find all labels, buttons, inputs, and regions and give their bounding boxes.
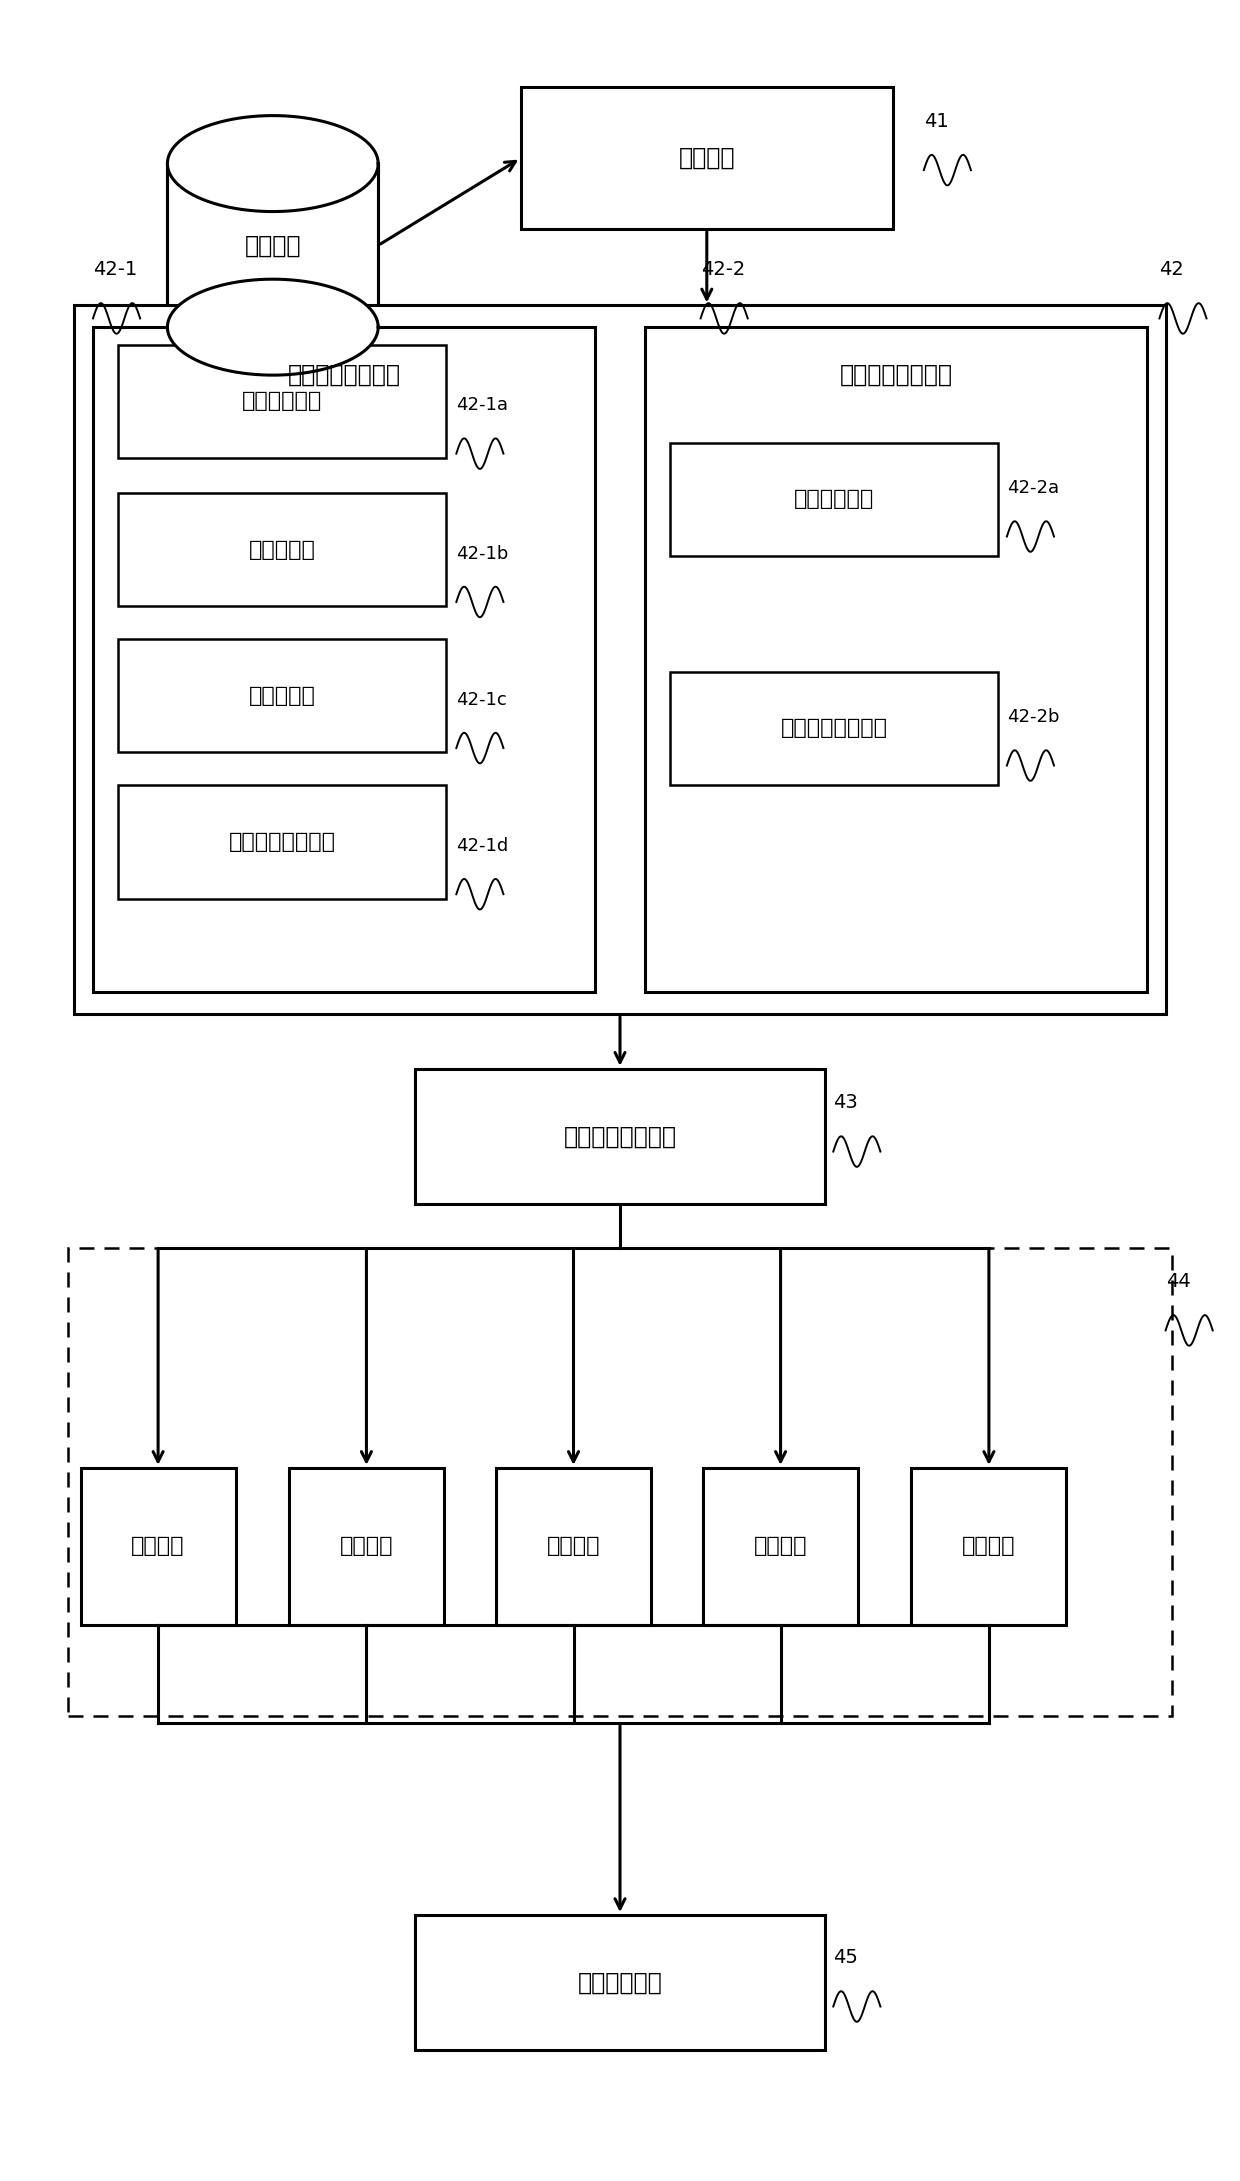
FancyBboxPatch shape <box>911 1468 1066 1625</box>
FancyBboxPatch shape <box>415 1915 825 2050</box>
Text: 42-2a: 42-2a <box>1007 480 1059 497</box>
FancyBboxPatch shape <box>118 639 446 752</box>
Text: 语音处理提取单元: 语音处理提取单元 <box>839 362 952 388</box>
FancyBboxPatch shape <box>93 327 595 992</box>
FancyBboxPatch shape <box>68 1248 1172 1716</box>
FancyBboxPatch shape <box>118 493 446 606</box>
Text: 42-1d: 42-1d <box>456 838 508 855</box>
FancyBboxPatch shape <box>670 443 998 556</box>
FancyBboxPatch shape <box>74 305 1166 1014</box>
FancyBboxPatch shape <box>670 672 998 785</box>
Polygon shape <box>167 116 378 212</box>
Polygon shape <box>167 327 378 375</box>
FancyBboxPatch shape <box>415 1069 825 1204</box>
Text: 44: 44 <box>1166 1272 1190 1291</box>
Text: 文本特征提取部分: 文本特征提取部分 <box>228 831 336 853</box>
Text: 特征指标提取部分: 特征指标提取部分 <box>780 718 888 739</box>
Text: 输出融合模块: 输出融合模块 <box>578 1969 662 1996</box>
FancyBboxPatch shape <box>118 785 446 899</box>
Text: 42-1a: 42-1a <box>456 397 508 414</box>
FancyBboxPatch shape <box>118 345 446 458</box>
FancyBboxPatch shape <box>289 1468 444 1625</box>
Text: 42-2b: 42-2b <box>1007 709 1059 726</box>
Text: 座席语音: 座席语音 <box>244 233 301 257</box>
Text: 文本处理提取单元: 文本处理提取单元 <box>288 362 401 388</box>
Text: 基分类器: 基分类器 <box>547 1535 600 1557</box>
Text: 42-1c: 42-1c <box>456 691 507 709</box>
Text: 预处理部分: 预处理部分 <box>249 539 315 561</box>
FancyBboxPatch shape <box>496 1468 651 1625</box>
Text: 42-1: 42-1 <box>93 260 138 279</box>
FancyBboxPatch shape <box>81 1468 236 1625</box>
Text: 42: 42 <box>1159 260 1184 279</box>
Text: 向量化部分: 向量化部分 <box>249 685 315 707</box>
Text: 文本转换部分: 文本转换部分 <box>242 390 322 412</box>
Polygon shape <box>167 279 378 375</box>
Text: 特征权重提取模块: 特征权重提取模块 <box>563 1123 677 1149</box>
FancyBboxPatch shape <box>645 327 1147 992</box>
Text: 基分类器: 基分类器 <box>340 1535 393 1557</box>
Text: 42-1b: 42-1b <box>456 545 508 563</box>
FancyBboxPatch shape <box>703 1468 858 1625</box>
Text: 基分类器: 基分类器 <box>754 1535 807 1557</box>
Text: 41: 41 <box>924 111 949 131</box>
FancyBboxPatch shape <box>521 87 893 229</box>
Text: 基分类器: 基分类器 <box>131 1535 185 1557</box>
Text: 42-2: 42-2 <box>701 260 745 279</box>
Text: 45: 45 <box>833 1948 858 1967</box>
Text: 输入模块: 输入模块 <box>678 146 735 170</box>
Text: 基分类器: 基分类器 <box>962 1535 1016 1557</box>
Text: 语音转换部分: 语音转换部分 <box>794 489 874 510</box>
Text: 43: 43 <box>833 1093 858 1112</box>
